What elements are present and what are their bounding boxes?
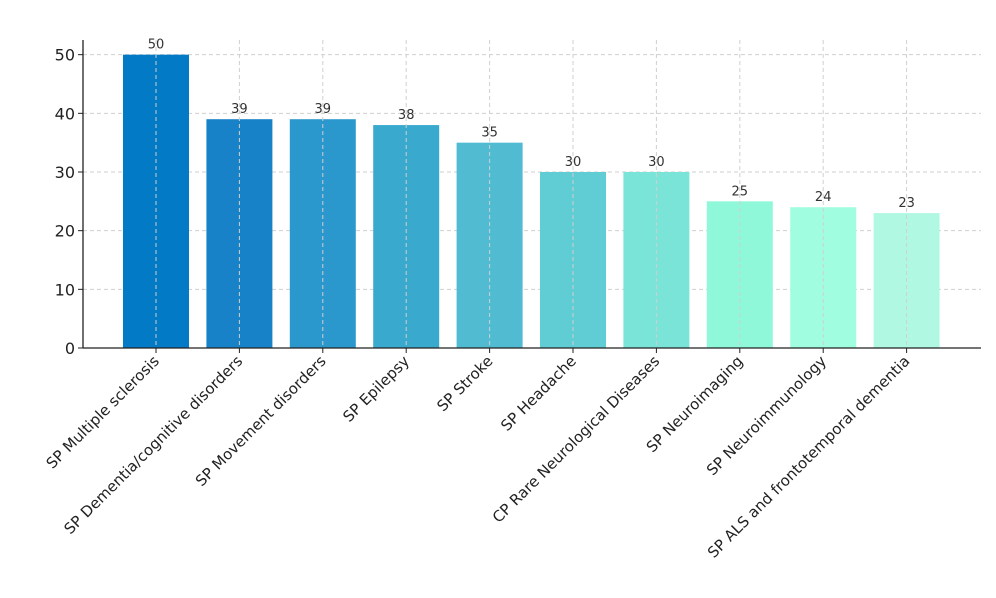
- y-tick-label: 40: [55, 104, 75, 123]
- data-label: 24: [815, 190, 832, 205]
- data-label: 30: [565, 155, 582, 170]
- y-tick-label: 20: [55, 222, 75, 241]
- y-tick-label: 50: [55, 46, 75, 65]
- bar: [790, 207, 857, 348]
- x-tick-label: SP Headache: [497, 352, 580, 435]
- x-tick-label: SP Epilepsy: [339, 352, 413, 426]
- y-tick-label: 30: [55, 163, 75, 182]
- data-label: 35: [481, 126, 498, 141]
- y-tick-label: 0: [65, 339, 75, 358]
- data-label: 39: [315, 102, 332, 117]
- x-tick-label: SP Stroke: [433, 352, 496, 415]
- data-label: 30: [648, 155, 665, 170]
- y-tick-label: 10: [55, 280, 75, 299]
- data-label: 25: [732, 184, 749, 199]
- x-tick-label: CP Rare Neurological Diseases: [489, 352, 664, 527]
- data-label: 23: [898, 196, 915, 211]
- data-label: 50: [148, 38, 165, 53]
- x-tick-label: SP Dementia/cognitive disorders: [61, 352, 247, 538]
- data-label: 38: [398, 108, 415, 123]
- data-label: 39: [231, 102, 248, 117]
